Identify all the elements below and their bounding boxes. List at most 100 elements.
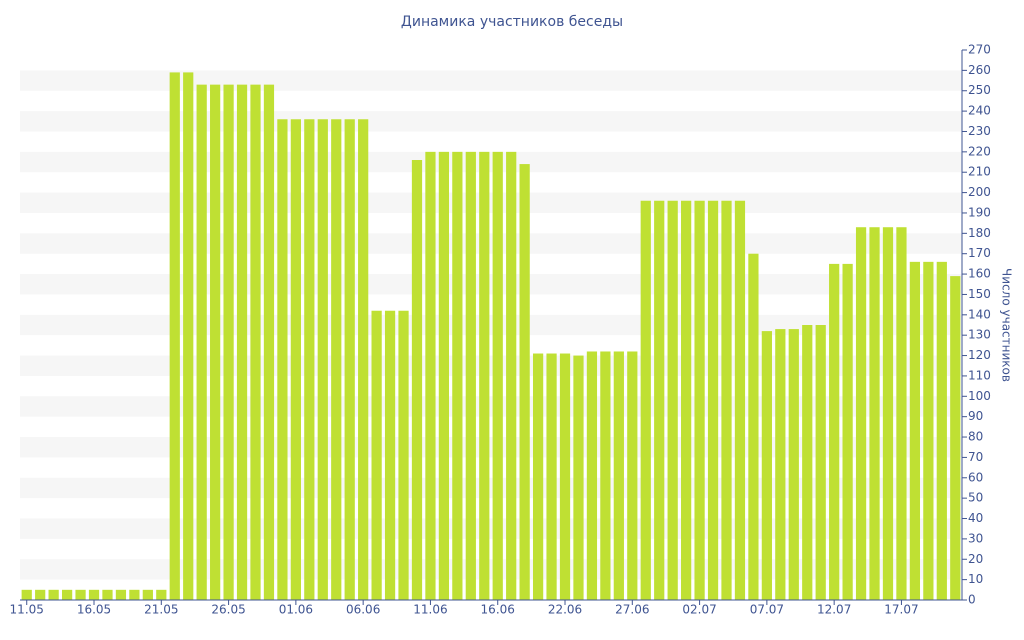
y-tick-label: 90: [968, 409, 983, 423]
bar: [75, 589, 86, 600]
bar: [344, 119, 355, 600]
y-tick-label: 10: [968, 572, 983, 586]
chart-title: Динамика участников беседы: [401, 14, 623, 30]
bar: [129, 589, 140, 600]
x-tick-label: 26.05: [211, 603, 245, 617]
bar: [802, 325, 813, 600]
bar: [492, 151, 503, 600]
bar: [721, 200, 732, 601]
bar: [829, 263, 840, 600]
bar: [586, 351, 598, 600]
bar: [627, 351, 638, 600]
bar: [317, 119, 328, 600]
bar: [183, 72, 194, 600]
bar: [304, 119, 315, 600]
bar: [559, 353, 571, 600]
bar: [196, 84, 207, 600]
grid-band: [20, 70, 962, 91]
bar: [667, 200, 678, 601]
y-tick-label: 200: [968, 185, 991, 199]
bar: [532, 353, 544, 600]
x-tick-label: 02.07: [682, 603, 716, 617]
bar: [425, 151, 436, 600]
y-tick-label: 0: [968, 593, 976, 607]
bar: [331, 119, 342, 600]
y-tick-label: 240: [968, 104, 991, 118]
x-tick-label: 01.06: [279, 603, 313, 617]
y-tick-label: 100: [968, 389, 991, 403]
bar: [855, 227, 867, 600]
y-tick-label: 180: [968, 226, 991, 240]
bar: [923, 261, 934, 600]
bar: [909, 261, 921, 600]
x-tick-label: 16.06: [481, 603, 515, 617]
y-tick-label: 20: [968, 552, 983, 566]
bar: [290, 119, 301, 600]
bar: [398, 310, 409, 600]
y-tick-label: 170: [968, 246, 991, 260]
bar: [156, 589, 167, 600]
bar: [21, 589, 32, 600]
bar: [384, 310, 396, 600]
grid-band: [20, 274, 962, 295]
bar: [465, 151, 476, 600]
bar: [102, 589, 113, 600]
y-tick-label: 270: [968, 43, 991, 57]
x-tick-label: 11.05: [10, 603, 44, 617]
y-tick-label: 60: [968, 470, 983, 484]
x-tick-label: 12.07: [817, 603, 851, 617]
x-tick-label: 16.05: [77, 603, 111, 617]
bar: [694, 200, 705, 601]
bar: [775, 329, 786, 600]
bar: [115, 589, 127, 600]
y-tick-label: 230: [968, 124, 991, 138]
y-tick-label: 30: [968, 531, 983, 545]
bar: [936, 261, 947, 600]
y-tick-label: 190: [968, 205, 991, 219]
bar: [61, 589, 73, 600]
bar: [411, 160, 423, 600]
bar: [277, 119, 288, 600]
y-tick-label: 120: [968, 348, 991, 362]
y-tick-label: 210: [968, 165, 991, 179]
bar: [707, 200, 719, 601]
x-tick-label: 11.06: [413, 603, 447, 617]
y-tick-label: 220: [968, 144, 991, 158]
grid-band: [20, 192, 962, 213]
x-tick-label: 17.07: [884, 603, 918, 617]
bar: [815, 325, 826, 600]
y-tick-label: 140: [968, 307, 991, 321]
y-tick-label: 70: [968, 450, 983, 464]
bar: [506, 151, 517, 600]
bar: [640, 200, 651, 601]
y-tick-label: 80: [968, 430, 983, 444]
y-tick-label: 250: [968, 83, 991, 97]
bar: [236, 84, 248, 600]
bar: [479, 151, 490, 600]
bar: [896, 227, 907, 600]
bar: [88, 589, 100, 600]
grid-band: [20, 233, 962, 254]
y-axis-label: Число участников: [1000, 268, 1014, 382]
bar: [371, 310, 382, 600]
y-tick-label: 50: [968, 491, 983, 505]
y-tick-label: 260: [968, 63, 991, 77]
bar: [748, 253, 759, 600]
x-tick-label: 21.05: [144, 603, 178, 617]
y-tick-label: 160: [968, 267, 991, 281]
bar: [573, 355, 584, 600]
bar: [358, 119, 369, 600]
bar: [600, 351, 611, 600]
bar: [734, 200, 746, 601]
bar: [452, 151, 463, 600]
bar: [869, 227, 880, 600]
bar: [761, 331, 772, 600]
bar: [250, 84, 261, 600]
grid-band: [20, 151, 962, 173]
bar: [169, 72, 180, 600]
bar: [223, 84, 234, 600]
grid-band: [20, 111, 962, 132]
bar: [613, 351, 624, 600]
y-tick-label: 110: [968, 368, 991, 382]
